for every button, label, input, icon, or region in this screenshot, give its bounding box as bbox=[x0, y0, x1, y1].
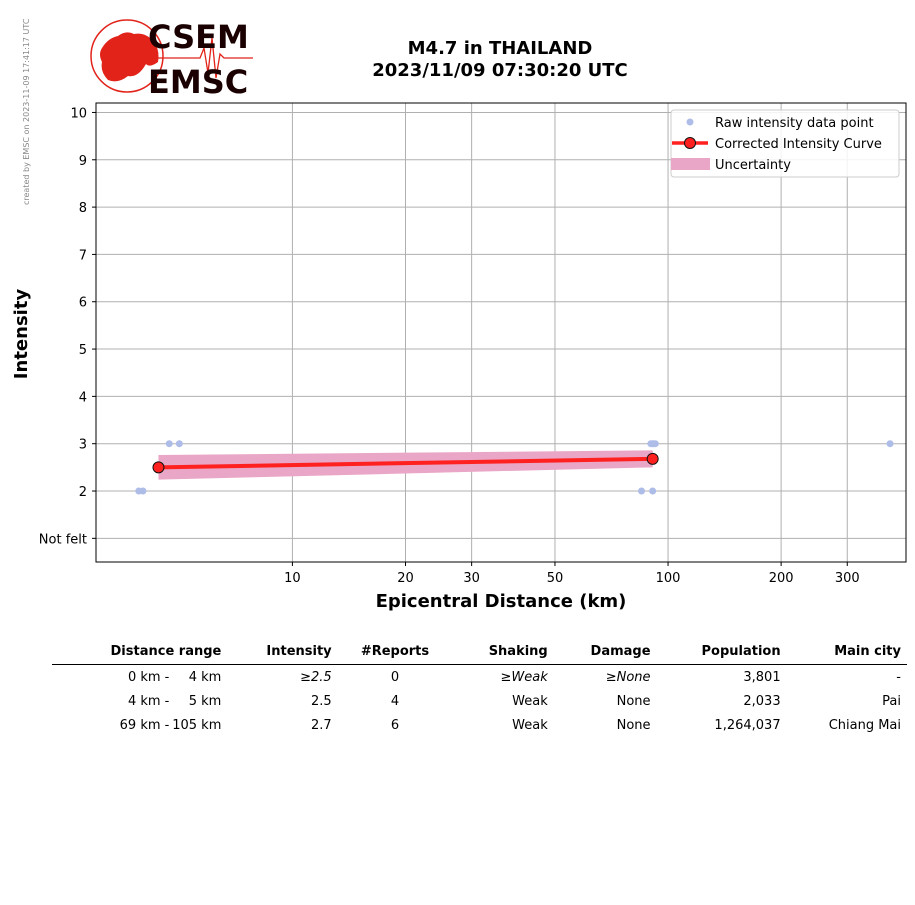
y-tick-label: 3 bbox=[79, 438, 87, 453]
x-tick-label: 100 bbox=[656, 571, 681, 586]
col-shaking: Shaking bbox=[452, 642, 554, 665]
distance-to: 105 km bbox=[172, 718, 222, 733]
legend-uncertainty-swatch bbox=[671, 158, 710, 170]
intensity-curve-line bbox=[158, 456, 653, 470]
y-tick-label: Not felt bbox=[39, 532, 87, 547]
x-tick-label: 30 bbox=[463, 571, 480, 586]
distance-range-cell: 4 km - 5 km bbox=[52, 689, 227, 713]
raw-data-point bbox=[649, 487, 657, 495]
city-cell: Pai bbox=[882, 694, 901, 709]
intensity-table: Distance range Intensity #Reports Shakin… bbox=[52, 642, 907, 737]
globe-icon bbox=[90, 19, 164, 93]
raw-data-point bbox=[165, 440, 173, 448]
legend-curve-label: Corrected Intensity Curve bbox=[715, 137, 882, 152]
population-cell: 2,033 bbox=[743, 694, 781, 709]
reports-cell: 0 bbox=[390, 670, 400, 685]
raw-data-point bbox=[139, 487, 147, 495]
seismogram-icon bbox=[158, 37, 253, 79]
logo-top-text: CSEM bbox=[148, 18, 249, 56]
raw-data-point bbox=[886, 440, 894, 448]
intensity-chart: 10 20 30 50 100 200 300 Not felt 2 3 4 5 6 7 8 9 10 Epic… bbox=[11, 102, 907, 612]
damage-cell: None bbox=[616, 718, 651, 733]
col-damage: Damage bbox=[553, 642, 657, 665]
intensity-curve-marker bbox=[646, 452, 659, 465]
legend-uncertainty-label: Uncertainty bbox=[715, 158, 791, 173]
intensity-curve-marker bbox=[152, 461, 165, 474]
y-tick-label: 9 bbox=[79, 154, 87, 169]
distance-to: 5 km bbox=[188, 694, 222, 709]
col-intensity: Intensity bbox=[227, 642, 338, 665]
chart-title: M4.7 in THAILAND bbox=[407, 38, 593, 59]
legend-curve-marker bbox=[684, 137, 696, 149]
y-tick-label: 2 bbox=[79, 485, 87, 500]
raw-data-point bbox=[651, 440, 659, 448]
reports-cell: 6 bbox=[390, 718, 400, 733]
x-tick-label: 10 bbox=[284, 571, 301, 586]
intensity-cell: 2.7 bbox=[310, 718, 332, 733]
plot-frame bbox=[95, 102, 907, 563]
col-distance-range: Distance range bbox=[52, 642, 228, 665]
y-tick-label: 4 bbox=[79, 390, 87, 405]
legend: Raw intensity data point Corrected Inten… bbox=[670, 109, 900, 178]
distance-from: 69 km - bbox=[119, 718, 170, 733]
y-tick-label: 8 bbox=[79, 201, 87, 216]
raw-data-point bbox=[638, 487, 646, 495]
x-axis-label: Epicentral Distance (km) bbox=[376, 591, 627, 612]
chart-subtitle: 2023/11/09 07:30:20 UTC bbox=[372, 60, 628, 81]
table-row: 0 km - 4 km ≥2.5 0 ≥Weak ≥None 3,801 - bbox=[52, 665, 907, 690]
population-cell: 3,801 bbox=[743, 670, 781, 685]
shaking-cell: Weak bbox=[512, 694, 548, 709]
reports-cell: 4 bbox=[390, 694, 400, 709]
raw-data-point bbox=[175, 440, 183, 448]
shaking-cell: ≥Weak bbox=[500, 670, 548, 685]
col-main-city: Main city bbox=[786, 642, 907, 665]
y-tick-label: 7 bbox=[79, 248, 87, 263]
population-cell: 1,264,037 bbox=[714, 718, 781, 733]
distance-from: 0 km - bbox=[127, 670, 170, 685]
distance-to: 4 km bbox=[188, 670, 222, 685]
distance-range-cell: 69 km -105 km bbox=[52, 713, 227, 737]
shaking-cell: Weak bbox=[512, 718, 548, 733]
intensity-cell: ≥2.5 bbox=[300, 670, 332, 685]
y-tick-label: 6 bbox=[79, 296, 87, 311]
emsc-logo: CSEM EMSC bbox=[88, 18, 258, 101]
x-tick-label: 50 bbox=[547, 571, 564, 586]
legend-raw-marker bbox=[686, 118, 694, 126]
city-cell: - bbox=[896, 670, 901, 685]
y-tick-label: 10 bbox=[70, 106, 87, 121]
x-tick-label: 200 bbox=[769, 571, 794, 586]
col-reports: #Reports bbox=[337, 642, 453, 665]
col-population: Population bbox=[656, 642, 787, 665]
europe-map-icon bbox=[100, 32, 159, 82]
table-header-row: Distance range Intensity #Reports Shakin… bbox=[52, 642, 907, 665]
legend-raw-label: Raw intensity data point bbox=[715, 116, 874, 131]
damage-cell: ≥None bbox=[605, 670, 651, 685]
x-tick-label: 20 bbox=[397, 571, 414, 586]
x-tick-label: 300 bbox=[835, 571, 860, 586]
city-cell: Chiang Mai bbox=[828, 718, 901, 733]
damage-cell: None bbox=[616, 694, 651, 709]
distance-range-cell: 0 km - 4 km bbox=[52, 665, 227, 690]
y-tick-label: 5 bbox=[79, 343, 87, 358]
logo-bottom-text: EMSC bbox=[148, 63, 248, 98]
distance-from: 4 km - bbox=[127, 694, 170, 709]
table-row: 4 km - 5 km 2.5 4 Weak None 2,033 Pai bbox=[52, 689, 907, 713]
y-axis-label: Intensity bbox=[11, 289, 32, 380]
intensity-cell: 2.5 bbox=[310, 694, 332, 709]
table-row: 69 km -105 km 2.7 6 Weak None 1,264,037 … bbox=[52, 713, 907, 737]
legend-box bbox=[670, 109, 900, 178]
